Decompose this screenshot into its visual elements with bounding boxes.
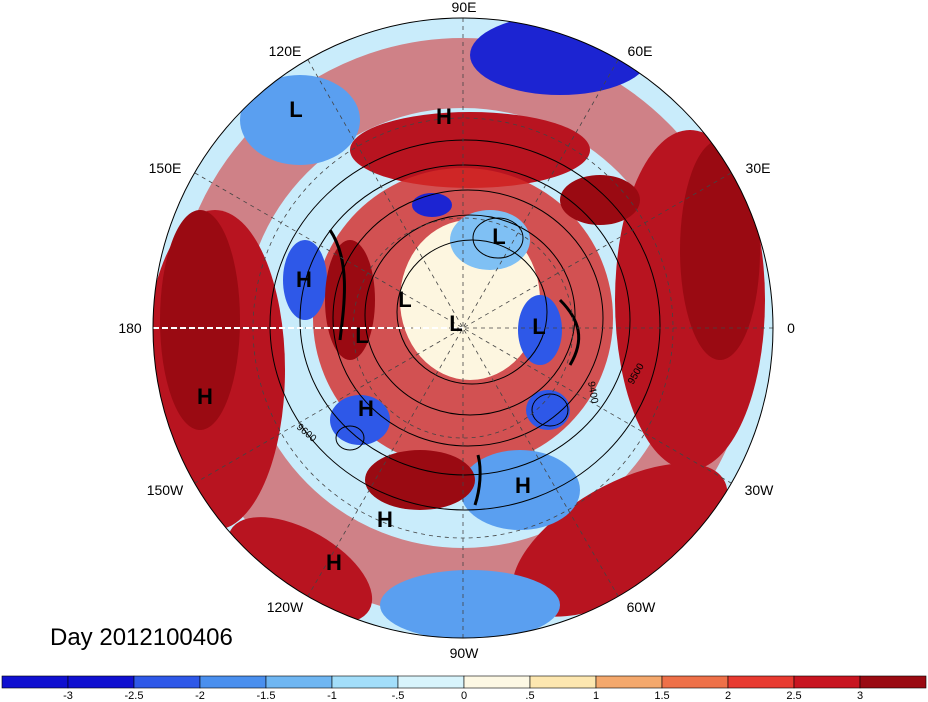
height-contours xyxy=(269,139,661,511)
meridian xyxy=(194,172,732,484)
blob-atlantic-red xyxy=(512,463,728,617)
colorbar-swatch xyxy=(1,675,69,689)
date-label: Day 2012100406 xyxy=(50,624,233,651)
colorbar-swatch xyxy=(529,675,597,689)
contour-ring xyxy=(364,214,576,416)
pressure-center: H xyxy=(515,473,531,498)
lon-label: 30E xyxy=(746,160,771,176)
colorbar-swatch xyxy=(859,675,927,689)
colorbar-swatch xyxy=(133,675,201,689)
colorbar-tick-label: -1.5 xyxy=(257,690,276,702)
lon-label: 120W xyxy=(267,599,304,615)
jet-west xyxy=(328,229,346,341)
colorbar-swatch xyxy=(331,675,399,689)
colorbar-tick-label: -2.5 xyxy=(125,690,144,702)
colorbar-swatch xyxy=(199,675,267,689)
contour-ring xyxy=(472,217,524,259)
colorbar-tick-label: 2.5 xyxy=(786,690,801,702)
blob-eastpac-red xyxy=(227,517,373,623)
blob-tropic-blue xyxy=(380,570,560,638)
colorbar-swatch xyxy=(661,675,729,689)
lon-label: 60W xyxy=(627,599,657,615)
pressure-center: L xyxy=(449,311,462,336)
pressure-center: H xyxy=(358,396,374,421)
colorbar-swatch xyxy=(265,675,333,689)
lon-label: 120E xyxy=(269,43,302,59)
jet-east xyxy=(558,298,581,366)
pressure-center: L xyxy=(355,323,368,348)
contour-label: 9400 xyxy=(585,381,600,405)
longitude-labels: 90E 60E 30E 0 30W 60W 90W 120W 150W 180 … xyxy=(118,0,795,661)
blob-europe-deep xyxy=(680,140,760,360)
pressure-center: H xyxy=(326,550,342,575)
colorbar-swatch xyxy=(67,675,135,689)
pressure-center: H xyxy=(197,384,213,409)
inner-deep-1 xyxy=(365,450,475,510)
colorbar-swatch xyxy=(727,675,795,689)
inner-blue-7 xyxy=(412,193,452,217)
contour-ring xyxy=(531,393,569,427)
contour-ring xyxy=(396,239,548,385)
contour-ring xyxy=(269,139,661,511)
contour-ring xyxy=(335,425,365,451)
inner-blue-3 xyxy=(330,395,390,445)
contour-ring xyxy=(332,189,604,447)
colorbar-tick-label: 2 xyxy=(725,690,731,702)
lon-label: 0 xyxy=(787,320,795,336)
colorbar-tick-label: 1.5 xyxy=(654,690,669,702)
lon-label: 90W xyxy=(450,645,480,661)
pressure-center: L xyxy=(289,97,302,122)
pressure-center: L xyxy=(398,287,411,312)
colorbar-tick-label: 1 xyxy=(593,690,599,702)
colorbar-tick-label: -2 xyxy=(195,690,205,702)
blob-pacific-deep xyxy=(160,210,240,430)
colorbar-tick-label: -1 xyxy=(327,690,337,702)
colorbar-swatch xyxy=(463,675,531,689)
lon-label: 150E xyxy=(149,160,182,176)
colorbar-swatch xyxy=(595,675,663,689)
jet-south xyxy=(473,454,482,506)
colorbar-tick-label: -3 xyxy=(63,690,73,702)
colorbar-tick-label: -.5 xyxy=(392,690,405,702)
colorbar-swatch xyxy=(397,675,465,689)
colorbar-tick-label: 0 xyxy=(461,690,467,702)
colorbar-tick-label: 3 xyxy=(857,690,863,702)
map-border xyxy=(152,17,774,639)
meridian xyxy=(194,172,732,484)
meridian xyxy=(307,59,619,597)
lon-label: 30W xyxy=(745,482,775,498)
pressure-center: H xyxy=(377,507,393,532)
blob-north-blue xyxy=(470,18,650,95)
inner-blue-5 xyxy=(460,450,580,530)
pressure-center: H xyxy=(296,267,312,292)
inner-deep-3 xyxy=(560,175,640,225)
pressure-centers: L H L H L L L L H H H H H xyxy=(197,97,546,575)
colorbar-tick-label: .5 xyxy=(525,690,534,702)
inner-blue-2 xyxy=(518,295,562,365)
lon-label: 180 xyxy=(118,320,142,336)
lon-label: 60E xyxy=(628,43,653,59)
blob-arctic-red xyxy=(350,112,590,188)
pressure-center: L xyxy=(492,224,505,249)
pressure-center: H xyxy=(436,104,452,129)
inner-blue-6 xyxy=(283,240,327,320)
inner-blue-1 xyxy=(450,210,530,270)
meridian xyxy=(307,59,619,597)
inner-blue-4 xyxy=(526,390,570,430)
colorbar: -3 -2.5 -2 -1.5 -1 -.5 0 .5 1 1.5 2 2.5 3 xyxy=(1,675,927,702)
contour-ring xyxy=(299,164,631,476)
lon-label: 90E xyxy=(452,0,477,15)
lon-label: 150W xyxy=(147,482,184,498)
pressure-center: L xyxy=(532,314,545,339)
colorbar-swatch xyxy=(793,675,861,689)
